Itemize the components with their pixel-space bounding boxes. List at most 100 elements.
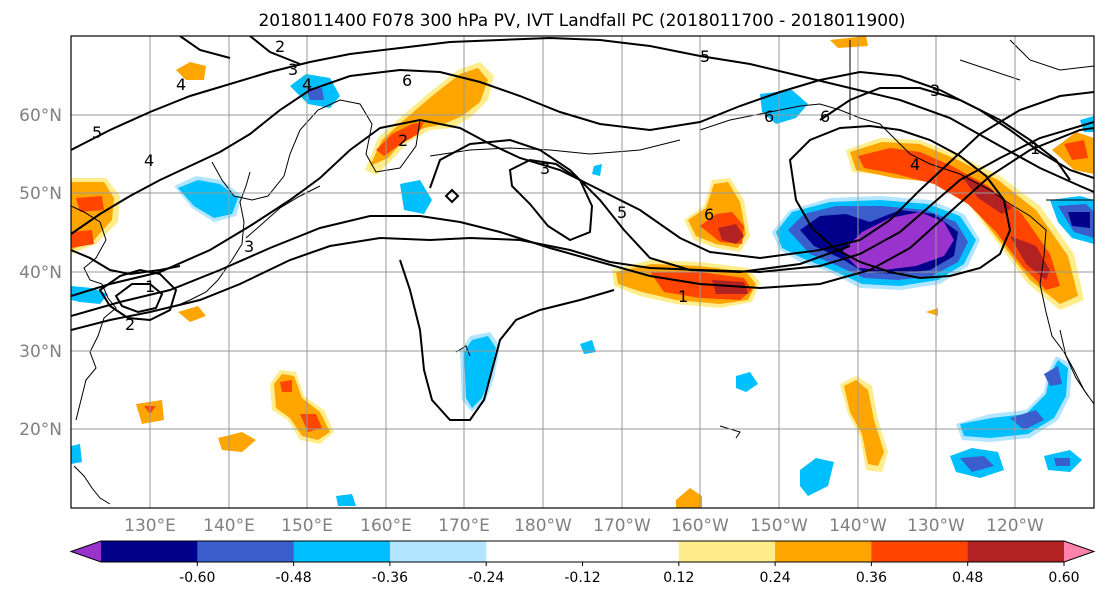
colorbar-segment — [101, 541, 198, 562]
pv-contour-line — [508, 158, 594, 242]
coastlines — [71, 39, 1094, 505]
colorbar-tick-label: 0.24 — [760, 570, 791, 586]
colorbar-tick-label: -0.36 — [372, 570, 408, 586]
pv-anomaly-negative — [1068, 212, 1090, 228]
pv-contours — [71, 36, 1094, 421]
pv-anomaly-negative — [736, 372, 758, 392]
lon-label-160e: 160°E — [360, 516, 412, 536]
colorbar-tick-label: -0.48 — [275, 570, 311, 586]
pv-anomaly-negative — [1044, 366, 1062, 386]
latitude-labels: 60°N 50°N 40°N 30°N 20°N — [19, 106, 62, 440]
pv-anomaly-negative — [1054, 458, 1070, 466]
colorbar-tick-label: 0.12 — [663, 570, 694, 586]
pv-anomaly-negative — [800, 458, 834, 496]
colorbar-segment — [1064, 541, 1094, 562]
pv-contour-line — [71, 36, 1094, 193]
lat-label-60n: 60°N — [19, 106, 62, 126]
contour-label: 6 — [402, 71, 412, 90]
pv-contour-line — [444, 188, 460, 204]
contour-label: 4 — [910, 155, 920, 174]
coastline-philippines — [73, 465, 111, 505]
contour-label: 5 — [700, 47, 710, 66]
pv-anomaly-positive — [926, 308, 938, 316]
coastline-islands — [455, 345, 741, 439]
pv-anomaly-negative — [71, 444, 82, 464]
pv-anomaly-negative — [306, 88, 324, 100]
pv-anomaly-positive — [1064, 140, 1088, 160]
pv-contour-line — [819, 87, 1071, 181]
colorbar-segment — [293, 541, 391, 562]
coastline-alaska — [699, 103, 1047, 231]
colorbar-segment — [967, 541, 1065, 562]
map-frame — [70, 35, 1095, 509]
gridlines — [71, 36, 1094, 508]
pv-contour-line — [429, 138, 851, 274]
pv-anomaly-positive — [376, 122, 424, 156]
pv-anomaly-positive — [676, 488, 702, 508]
pv-contour-line — [179, 36, 301, 65]
lat-label-20n: 20°N — [19, 420, 62, 440]
pv-anomaly-positive — [1010, 236, 1050, 280]
contour-label: 3 — [540, 159, 550, 178]
pv-anomaly-positive — [176, 62, 206, 80]
colorbar-segment — [389, 541, 487, 562]
pv-contour-line — [71, 121, 1094, 331]
pv-anomaly-negative — [71, 286, 108, 304]
colorbar-segment — [71, 541, 101, 562]
pv-anomaly-negative — [400, 180, 432, 214]
lon-label-140w: 140°W — [829, 516, 887, 536]
figure-title: 2018011400 F078 300 hPa PV, IVT Landfall… — [258, 11, 905, 31]
lon-label-170e: 170°E — [438, 516, 490, 536]
pv-anomaly-positive — [218, 432, 256, 452]
colorbar-segment — [486, 541, 583, 562]
colorbar-segment — [197, 541, 295, 562]
lon-label-130e: 130°E — [124, 516, 176, 536]
contour-label: 1 — [145, 277, 155, 296]
coastline-east-asia — [71, 205, 117, 421]
colorbar-tick-label: 0.48 — [952, 570, 983, 586]
contour-label: 6 — [704, 205, 714, 224]
colorbar: -0.60 -0.48 -0.36 -0.24 -0.12 0.12 0.24 0.36 0.4… — [69, 540, 1096, 586]
coastline-north-america-west — [1039, 229, 1094, 405]
coastline-arctic — [959, 39, 1094, 81]
contour-label: 4 — [144, 151, 154, 170]
lon-label-150w: 150°W — [750, 516, 808, 536]
pv-contour-line — [788, 124, 1012, 280]
pv-contour-line — [399, 259, 615, 421]
pv-anomaly-positive — [844, 380, 884, 466]
pv-anomaly-negative — [1010, 410, 1044, 430]
coastline-baja — [1059, 329, 1089, 397]
contour-label: 5 — [92, 123, 102, 142]
coastline-sakhalin-kamchatka — [211, 99, 421, 201]
lon-label-140e: 140°E — [203, 516, 255, 536]
pv-anomaly-positive — [280, 380, 292, 392]
contour-label: 2 — [275, 37, 285, 56]
lat-label-50n: 50°N — [19, 184, 62, 204]
contour-label: 6 — [820, 107, 830, 126]
pv-anomaly-negative — [960, 456, 994, 472]
contour-label: 1 — [1030, 139, 1040, 158]
lat-label-40n: 40°N — [19, 263, 62, 283]
colorbar-segment — [678, 541, 776, 562]
pv-anomaly-positive — [178, 306, 206, 322]
colorbar-outline — [69, 540, 1096, 563]
colorbar-segment — [582, 541, 680, 562]
colorbar-tick-label: -0.24 — [468, 570, 504, 586]
contour-label: 1 — [678, 287, 688, 306]
contour-label: 3 — [244, 237, 254, 256]
colorbar-tick-label: 0.36 — [856, 570, 887, 586]
contour-label: 4 — [176, 75, 186, 94]
contour-label: 2 — [398, 131, 408, 150]
pv-contour-line — [71, 127, 1094, 317]
pv-contour-line — [114, 283, 164, 314]
lon-label-180w: 180°W — [514, 516, 572, 536]
colorbar-tick-label: 0.60 — [1048, 570, 1079, 586]
pv-contour-line — [71, 249, 181, 276]
colorbar-tick-label: -0.12 — [564, 570, 600, 586]
pv-anomaly-positive — [76, 196, 104, 212]
contour-labels: 2 3 4 5 4 3 2 1 6 5 3 2 4 5 6 6 3 4 1 6 — [92, 37, 1040, 334]
colorbar-ticks: -0.60 -0.48 -0.36 -0.24 -0.12 0.12 0.24 0.36 0.4… — [179, 562, 1080, 586]
lon-label-150e: 150°E — [281, 516, 333, 536]
contour-label: 6 — [764, 107, 774, 126]
